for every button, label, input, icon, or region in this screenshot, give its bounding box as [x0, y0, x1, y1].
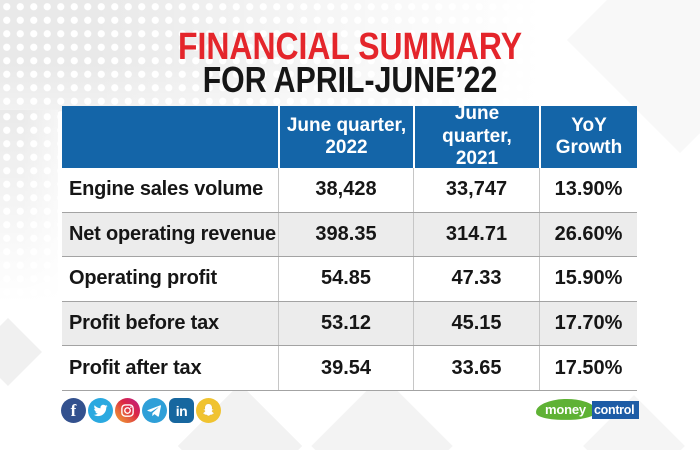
value-q2022: 53.12 [278, 301, 413, 346]
row-label: Profit before tax [69, 312, 219, 335]
column-header-metric [62, 106, 278, 168]
logo-text-control: control [594, 403, 635, 417]
logo-text-money: money [545, 402, 586, 417]
table-row: Net operating revenue 398.35 314.71 26.6… [62, 212, 637, 258]
table-row: Profit before tax 53.12 45.15 17.70% [62, 301, 637, 347]
value-q2021: 33.65 [413, 346, 539, 390]
value-q2022: 39.54 [278, 346, 413, 390]
snapchat-icon[interactable] [196, 398, 221, 423]
value-q2021: 45.15 [413, 301, 539, 346]
table-header-row: June quarter, 2022 June quarter, 2021 Yo… [62, 103, 637, 169]
value-q2021: 47.33 [413, 257, 539, 301]
value-yoy: 15.90% [539, 257, 637, 301]
facebook-icon[interactable]: f [61, 398, 86, 423]
value-q2022: 38,428 [278, 168, 413, 212]
table-row: Engine sales volume 38,428 33,747 13.90% [62, 168, 637, 213]
value-yoy: 17.50% [539, 346, 637, 390]
logo-blue-box [592, 401, 639, 419]
page-title: FINANCIAL SUMMARY [177, 26, 523, 68]
dot-pattern-top-left [0, 0, 590, 116]
value-yoy: 17.70% [539, 301, 637, 346]
financial-summary-table: June quarter, 2022 June quarter, 2021 Yo… [62, 103, 637, 391]
row-label: Profit after tax [69, 356, 202, 379]
column-header-q2022: June quarter, 2022 [278, 106, 413, 168]
row-label: Engine sales volume [69, 178, 264, 201]
moneycontrol-logo: money control [535, 397, 640, 422]
telegram-icon[interactable] [142, 398, 167, 423]
table-row: Operating profit 54.85 47.33 15.90% [62, 257, 637, 302]
value-q2021: 314.71 [413, 212, 539, 257]
value-q2022: 398.35 [278, 212, 413, 257]
linkedin-icon[interactable]: in [169, 398, 194, 423]
row-label: Net operating revenue [69, 222, 276, 245]
column-header-q2021: June quarter, 2021 [413, 103, 539, 169]
value-yoy: 13.90% [539, 168, 637, 212]
value-q2022: 54.85 [278, 257, 413, 301]
row-label: Operating profit [69, 267, 217, 290]
table-row: Profit after tax 39.54 33.65 17.50% [62, 346, 637, 391]
social-icon-bar: f in [61, 398, 221, 423]
column-header-yoy: YoY Growth [539, 106, 637, 168]
page-subtitle: FOR APRIL-JUNE’22 [202, 59, 498, 100]
value-q2021: 33,747 [413, 168, 539, 212]
twitter-icon[interactable] [88, 398, 113, 423]
value-yoy: 26.60% [539, 212, 637, 257]
dot-pattern-left-edge [0, 110, 58, 310]
instagram-icon[interactable] [115, 398, 140, 423]
decor-diamond [0, 318, 42, 386]
